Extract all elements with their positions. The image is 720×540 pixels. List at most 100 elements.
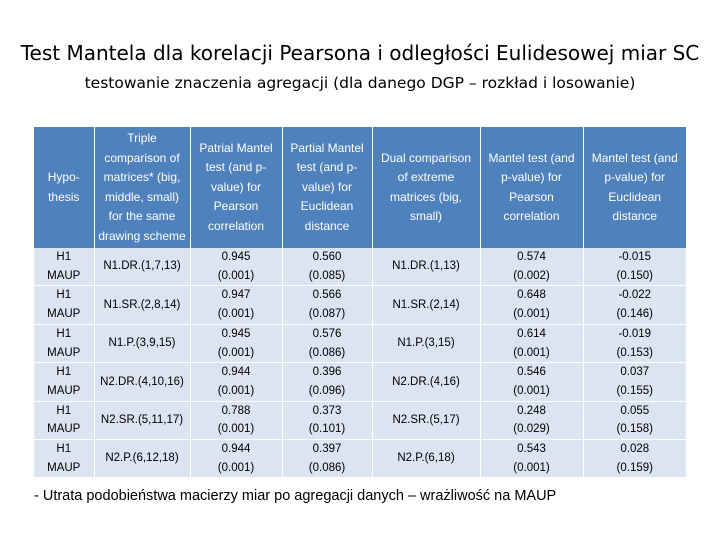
partial-pearson-cell-pp_p: (0.001) [217, 384, 255, 397]
table-row: H1 MAUP N2.P.(6,12,18) 0.944 (0.001) 0.397 (0.… [34, 439, 686, 478]
triple-cell-triple: N1.SR.(2,8,14) [103, 298, 181, 311]
mantel-pearson-cell-mp_p: (0.002) [513, 269, 550, 282]
partial-euclidean-cell-pe_val: 0.373 [312, 404, 342, 417]
dual-cell-dual: N1.SR.(2,14) [392, 298, 460, 311]
partial-pearson-cell: 0.945 (0.001) [190, 323, 283, 363]
partial-pearson-cell-pp_val: 0.945 [221, 251, 251, 263]
header-partial-mantel-pearson: Patrial Mantel test (and p-value) for Pe… [190, 127, 283, 248]
mantel-euclidean-cell-me_p: (0.153) [616, 346, 653, 359]
partial-pearson-cell-pp_val: 0.947 [221, 289, 251, 302]
dual-cell-dual: N1.P.(3,15) [397, 337, 455, 350]
mantel-euclidean-cell-me_p: (0.150) [616, 269, 653, 282]
mantel-pearson-cell-mp_p: (0.001) [513, 384, 550, 397]
mantel-test-table: Hypo-thesis Triple comparison of matrice… [34, 127, 686, 478]
partial-pearson-cell-pp_val: 0.945 [221, 327, 251, 340]
mantel-pearson-cell: 0.648 (0.001) [480, 285, 584, 325]
hypothesis-cell-hyp1: H1 [56, 289, 72, 302]
slide-subtitle: testowanie znaczenia agregacji (dla dane… [84, 74, 636, 92]
hypothesis-cell: H1 MAUP [34, 400, 95, 440]
header-partial-mantel-euclidean: Partial Mantel test (and p-value) for Eu… [282, 127, 373, 248]
triple-cell: N2.DR.(4,10,16) [94, 362, 191, 402]
header-dual-comparison: Dual comparison of extreme matrices (big… [372, 127, 481, 248]
mantel-pearson-cell-mp_p: (0.001) [513, 308, 550, 321]
dual-cell-dual: N2.SR.(5,17) [392, 413, 460, 426]
mantel-pearson-cell: 0.543 (0.001) [480, 439, 584, 478]
table-header-row: Hypo-thesis Triple comparison of matrice… [34, 127, 686, 248]
header-mantel-euclidean: Mantel test (and p-value) for Euclidean … [583, 127, 686, 248]
partial-pearson-cell: 0.945 (0.001) [190, 248, 283, 286]
hypothesis-cell-hyp1: H1 [56, 366, 72, 379]
partial-pearson-cell-pp_p: (0.001) [217, 308, 255, 321]
triple-cell-triple: N1.P.(3,9,15) [108, 337, 176, 350]
header-hypothesis: Hypo-thesis [34, 127, 95, 248]
mantel-pearson-cell-mp_p: (0.001) [513, 461, 550, 474]
hypothesis-cell-hyp2: MAUP [47, 423, 81, 436]
table-row: H1 MAUP N2.SR.(5,11,17) 0.788 (0.001) 0.373 (0… [34, 400, 686, 440]
mantel-pearson-cell-mp_val: 0.546 [517, 366, 546, 379]
mantel-euclidean-cell: -0.022 (0.146) [583, 285, 686, 325]
partial-pearson-cell-pp_p: (0.001) [217, 346, 255, 359]
mantel-euclidean-cell-me_val: -0.022 [618, 289, 652, 302]
hypothesis-cell-hyp2: MAUP [47, 346, 81, 359]
partial-pearson-cell: 0.944 (0.001) [190, 439, 283, 478]
partial-pearson-cell-pp_p: (0.001) [217, 269, 255, 282]
mantel-euclidean-cell-me_p: (0.159) [616, 461, 653, 474]
dual-cell: N1.DR.(1,13) [372, 248, 481, 286]
mantel-pearson-cell: 0.614 (0.001) [480, 323, 584, 363]
partial-euclidean-cell-pe_p: (0.101) [308, 423, 346, 436]
mantel-euclidean-cell-me_val: -0.019 [618, 327, 652, 340]
mantel-pearson-cell: 0.546 (0.001) [480, 362, 584, 402]
partial-pearson-cell-pp_p: (0.001) [217, 423, 255, 436]
mantel-euclidean-cell-me_val: 0.055 [620, 404, 650, 417]
dual-cell: N2.SR.(5,17) [372, 400, 481, 440]
triple-cell: N2.P.(6,12,18) [94, 439, 191, 478]
mantel-euclidean-cell: -0.019 (0.153) [583, 323, 686, 363]
slide-title: Test Mantela dla korelacji Pearsona i od… [20, 41, 700, 65]
partial-euclidean-cell: 0.566 (0.087) [282, 285, 373, 325]
hypothesis-cell-hyp2: MAUP [47, 461, 81, 474]
partial-pearson-cell: 0.944 (0.001) [190, 362, 283, 402]
hypothesis-cell: H1 MAUP [34, 362, 95, 402]
header-triple-comparison: Triple comparison of matrices* (big, mid… [94, 127, 191, 248]
partial-euclidean-cell: 0.560 (0.085) [282, 248, 373, 286]
triple-cell: N1.DR.(1,7,13) [94, 248, 191, 286]
mantel-pearson-cell-mp_val: 0.574 [517, 251, 546, 263]
partial-pearson-cell: 0.788 (0.001) [190, 400, 283, 440]
mantel-pearson-cell-mp_p: (0.029) [513, 423, 550, 436]
mantel-euclidean-cell-me_val: 0.037 [620, 366, 650, 379]
mantel-euclidean-cell-me_val: 0.028 [620, 443, 650, 456]
triple-cell-triple: N2.SR.(5,11,17) [100, 413, 184, 426]
dual-cell-dual: N2.P.(6,18) [397, 452, 455, 465]
partial-euclidean-cell-pe_val: 0.397 [312, 443, 342, 456]
hypothesis-cell: H1 MAUP [34, 248, 95, 286]
hypothesis-cell: H1 MAUP [34, 439, 95, 478]
mantel-euclidean-cell: 0.055 (0.158) [583, 400, 686, 440]
hypothesis-cell-hyp1: H1 [56, 404, 72, 417]
table-row: H1 MAUP N1.P.(3,9,15) 0.945 (0.001) 0.576 (0.0… [34, 323, 686, 363]
hypothesis-cell-hyp1: H1 [56, 251, 72, 263]
triple-cell: N1.SR.(2,8,14) [94, 285, 191, 325]
dual-cell: N1.P.(3,15) [372, 323, 481, 363]
partial-euclidean-cell: 0.396 (0.096) [282, 362, 373, 402]
mantel-euclidean-cell-me_p: (0.146) [616, 308, 653, 321]
partial-euclidean-cell-pe_val: 0.560 [312, 251, 342, 263]
mantel-pearson-cell: 0.248 (0.029) [480, 400, 584, 440]
table-row: H1 MAUP N1.SR.(2,8,14) 0.947 (0.001) 0.566 (0.… [34, 285, 686, 325]
table-row: H1 MAUP N2.DR.(4,10,16) 0.944 (0.001) 0.396 (0… [34, 362, 686, 402]
partial-euclidean-cell-pe_p: (0.087) [308, 308, 346, 321]
hypothesis-cell-hyp1: H1 [56, 443, 72, 456]
mantel-euclidean-cell-me_p: (0.158) [616, 423, 653, 436]
mantel-pearson-cell-mp_val: 0.543 [517, 443, 546, 456]
mantel-euclidean-cell: 0.037 (0.155) [583, 362, 686, 402]
partial-euclidean-cell: 0.576 (0.086) [282, 323, 373, 363]
partial-euclidean-cell-pe_val: 0.396 [312, 366, 342, 379]
mantel-euclidean-cell: -0.015 (0.150) [583, 248, 686, 286]
mantel-euclidean-cell: 0.028 (0.159) [583, 439, 686, 478]
partial-euclidean-cell-pe_p: (0.085) [308, 269, 346, 282]
partial-euclidean-cell-pe_p: (0.096) [308, 384, 346, 397]
mantel-pearson-cell: 0.574 (0.002) [480, 248, 584, 286]
table-row: H1 MAUP N1.DR.(1,7,13) 0.945 (0.001) 0.560 (0.… [34, 248, 686, 286]
mantel-euclidean-cell-me_p: (0.155) [616, 384, 653, 397]
dual-cell: N2.DR.(4,16) [372, 362, 481, 402]
partial-pearson-cell: 0.947 (0.001) [190, 285, 283, 325]
